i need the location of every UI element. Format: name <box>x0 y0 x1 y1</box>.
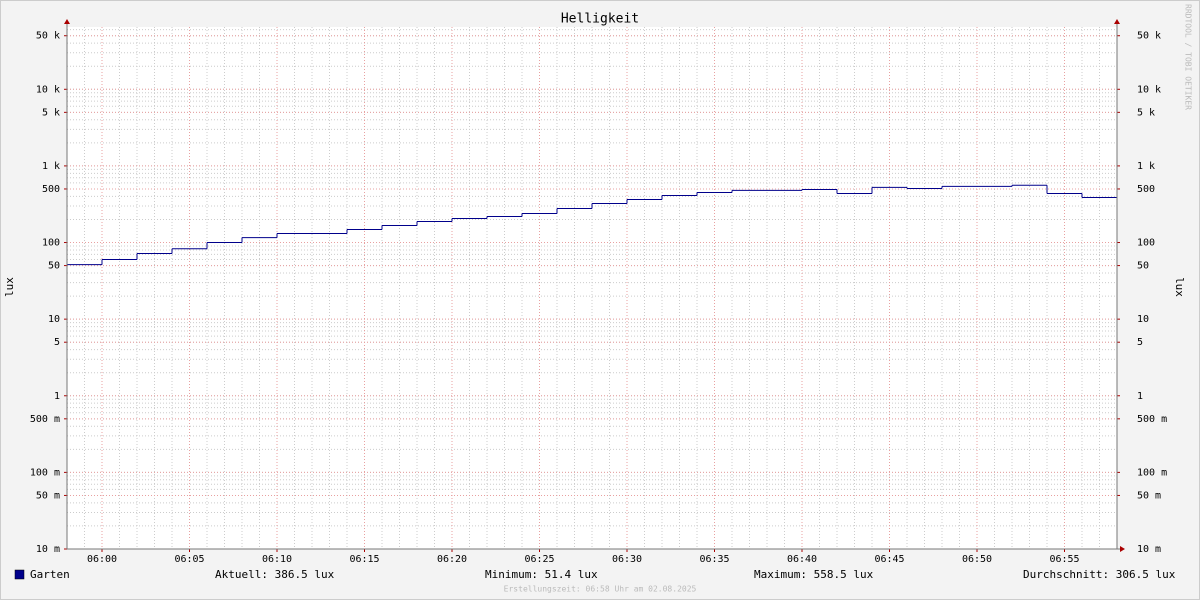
stat: Durchschnitt: 306.5 lux <box>1023 568 1176 581</box>
y-tick-label: 100 m <box>30 467 60 478</box>
y2-tick-label: 10 k <box>1137 84 1161 95</box>
x-tick-label: 06:30 <box>612 554 642 565</box>
stat-label: Durchschnitt: <box>1023 568 1109 581</box>
y2-tick-label: 5 k <box>1137 107 1155 118</box>
stat-unit: lux <box>1155 568 1175 581</box>
stat-label: Maximum: <box>754 568 807 581</box>
x-tick-label: 06:10 <box>262 554 292 565</box>
y2-tick-label: 1 <box>1137 391 1143 402</box>
x-tick-label: 06:05 <box>174 554 204 565</box>
y-tick-label: 5 <box>54 337 60 348</box>
y2-tick-label: 50 <box>1137 261 1149 272</box>
stat-unit: lux <box>578 568 598 581</box>
stat-value: 51.4 <box>545 568 572 581</box>
stat-label: Aktuell: <box>215 568 268 581</box>
x-tick-label: 06:40 <box>787 554 817 565</box>
x-tick-label: 06:35 <box>699 554 729 565</box>
x-tick-label: 06:25 <box>524 554 554 565</box>
legend-label: Garten <box>30 568 70 581</box>
x-tick-label: 06:20 <box>437 554 467 565</box>
y-tick-label: 50 k <box>36 31 60 42</box>
x-tick-label: 06:00 <box>87 554 117 565</box>
chart-title: Helligkeit <box>561 12 639 27</box>
stat-value: 306.5 <box>1116 568 1149 581</box>
axis-arrow <box>1114 19 1120 24</box>
y-tick-label: 100 <box>42 238 60 249</box>
stat-label: Minimum: <box>485 568 538 581</box>
y2-tick-label: 100 <box>1137 238 1155 249</box>
y-tick-label: 10 k <box>36 84 60 95</box>
y2-tick-label: 10 <box>1137 314 1149 325</box>
stat: Aktuell: 386.5 lux <box>215 568 335 581</box>
y2-tick-label: 500 <box>1137 184 1155 195</box>
y2-tick-label: 5 <box>1137 337 1143 348</box>
y-tick-label: 10 <box>48 314 60 325</box>
y2-tick-label: 50 m <box>1137 490 1161 501</box>
y2-tick-label: 10 m <box>1137 544 1161 555</box>
y-tick-label: 500 <box>42 184 60 195</box>
y-tick-label: 1 <box>54 391 60 402</box>
y2-tick-label: 500 m <box>1137 414 1167 425</box>
y2-tick-label: 50 k <box>1137 31 1161 42</box>
y2-axis-title: lux <box>1173 277 1186 297</box>
x-tick-label: 06:15 <box>349 554 379 565</box>
y-tick-label: 50 m <box>36 490 60 501</box>
y-tick-label: 10 m <box>36 544 60 555</box>
footer: Erstellungszeit: 06:58 Uhr am 02.08.2025 <box>504 585 697 594</box>
x-tick-label: 06:55 <box>1049 554 1079 565</box>
y-tick-label: 50 <box>48 261 60 272</box>
stat: Minimum: 51.4 lux <box>485 568 598 581</box>
x-tick-label: 06:50 <box>962 554 992 565</box>
y2-tick-label: 1 k <box>1137 161 1155 172</box>
axis-arrow <box>64 19 70 24</box>
x-tick-label: 06:45 <box>874 554 904 565</box>
y-axis-title: lux <box>3 277 16 297</box>
y2-tick-label: 100 m <box>1137 467 1167 478</box>
stat: Maximum: 558.5 lux <box>754 568 874 581</box>
axis-arrow <box>1120 546 1125 552</box>
stat-value: 386.5 <box>275 568 308 581</box>
watermark: RRDTOOL / TOBI OETIKER <box>1184 4 1193 110</box>
y-tick-label: 1 k <box>42 161 60 172</box>
y-tick-label: 5 k <box>42 107 60 118</box>
stat-unit: lux <box>853 568 873 581</box>
y-tick-label: 500 m <box>30 414 60 425</box>
stat-unit: lux <box>314 568 334 581</box>
stat-value: 558.5 <box>814 568 847 581</box>
legend-swatch <box>14 569 25 580</box>
